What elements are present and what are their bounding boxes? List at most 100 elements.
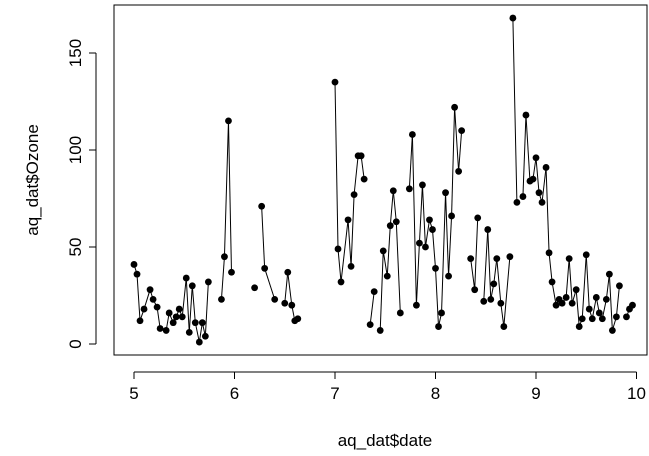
series-line-segment: [191, 285, 196, 323]
series-line-segment: [503, 256, 511, 327]
series-line-segment: [615, 285, 620, 317]
series-line-segment: [512, 18, 518, 203]
series-line-segment: [181, 277, 187, 317]
data-point: [616, 282, 623, 290]
data-point: [538, 198, 546, 206]
series-line-segment: [581, 254, 587, 319]
data-point: [548, 278, 556, 286]
series-line-segment: [227, 120, 232, 273]
data-point: [221, 253, 228, 261]
series-line-segment: [522, 115, 527, 197]
data-point: [251, 284, 258, 292]
data-point: [542, 164, 550, 171]
series-line-segment: [608, 274, 613, 331]
data-point: [474, 214, 482, 222]
data-point: [558, 299, 566, 307]
series-line-segment: [188, 285, 193, 333]
data-point: [445, 272, 452, 280]
data-point: [497, 299, 505, 307]
data-point: [575, 323, 583, 330]
series-line-segment: [411, 134, 417, 306]
data-point: [261, 264, 269, 272]
series-line-segment: [551, 281, 557, 306]
data-point: [471, 286, 479, 294]
data-point: [228, 268, 235, 276]
series-line-segment: [386, 225, 391, 277]
data-point: [509, 14, 517, 22]
series-line-segment: [360, 155, 365, 180]
data-point: [175, 305, 183, 313]
data-point: [344, 216, 352, 224]
data-point: [435, 323, 442, 330]
series-line-segment: [415, 243, 420, 306]
data-point: [535, 189, 543, 197]
data-point: [195, 338, 203, 346]
data-point: [605, 270, 613, 278]
data-point: [598, 315, 606, 323]
series-line-segment: [389, 190, 394, 226]
data-point: [294, 315, 302, 323]
data-point: [467, 255, 475, 263]
data-point: [258, 202, 266, 210]
data-point: [347, 263, 355, 270]
series-line-segment: [575, 289, 580, 327]
series-line-segment: [445, 192, 450, 277]
series-line-segment: [284, 272, 289, 304]
data-point: [172, 313, 180, 321]
y-axis-title: aq_dat$Ozone: [23, 124, 42, 236]
data-point: [350, 191, 358, 199]
series-line-segment: [223, 120, 229, 257]
series-line-segment: [287, 272, 293, 306]
y-axis: 0 50 100 150: [66, 39, 97, 349]
data-point: [519, 193, 527, 200]
data-point: [552, 301, 560, 309]
data-point: [582, 251, 590, 259]
data-point: [448, 212, 455, 220]
series-line-segment: [261, 206, 266, 269]
data-point: [413, 301, 420, 309]
data-point: [532, 154, 540, 162]
series-line-segment: [435, 268, 440, 327]
data-point: [455, 167, 463, 175]
x-tick-label: 8: [431, 384, 440, 403]
data-point: [198, 319, 206, 327]
data-point: [588, 315, 596, 323]
series-line-segment: [458, 130, 463, 172]
data-point: [140, 305, 148, 313]
data-point: [169, 319, 177, 327]
data-point: [529, 175, 537, 183]
data-point: [153, 303, 161, 311]
data-point: [480, 297, 488, 305]
series-line-segment: [591, 297, 597, 319]
series-line-segment: [605, 274, 610, 300]
series-line-segment: [451, 107, 456, 216]
series-line-segment: [395, 221, 401, 313]
y-tick-label: 150: [66, 39, 85, 67]
series-line-segment: [421, 184, 426, 248]
data-point: [133, 270, 141, 278]
data-point: [188, 282, 196, 290]
series-line-segment: [408, 134, 413, 189]
series-line-segment: [441, 192, 447, 313]
data-point: [386, 222, 394, 230]
data-point: [204, 278, 212, 286]
data-point: [182, 274, 190, 282]
series-line-segment: [353, 155, 359, 195]
data-point: [225, 117, 232, 125]
series-line-segment: [535, 157, 540, 193]
series-line-segment: [448, 215, 453, 277]
y-tick-label: 0: [66, 339, 85, 348]
data-point: [522, 111, 530, 119]
data-point: [281, 299, 289, 307]
data-point: [595, 309, 603, 317]
series-line-segment: [545, 167, 550, 253]
data-point: [500, 323, 508, 330]
data-point: [156, 325, 164, 332]
series-line-segment: [337, 248, 342, 282]
data-point: [490, 280, 498, 288]
series-line-segment: [350, 194, 355, 267]
series-line-segment: [483, 229, 489, 302]
data-point: [578, 315, 586, 323]
data-point: [565, 255, 573, 263]
data-point: [493, 255, 501, 263]
